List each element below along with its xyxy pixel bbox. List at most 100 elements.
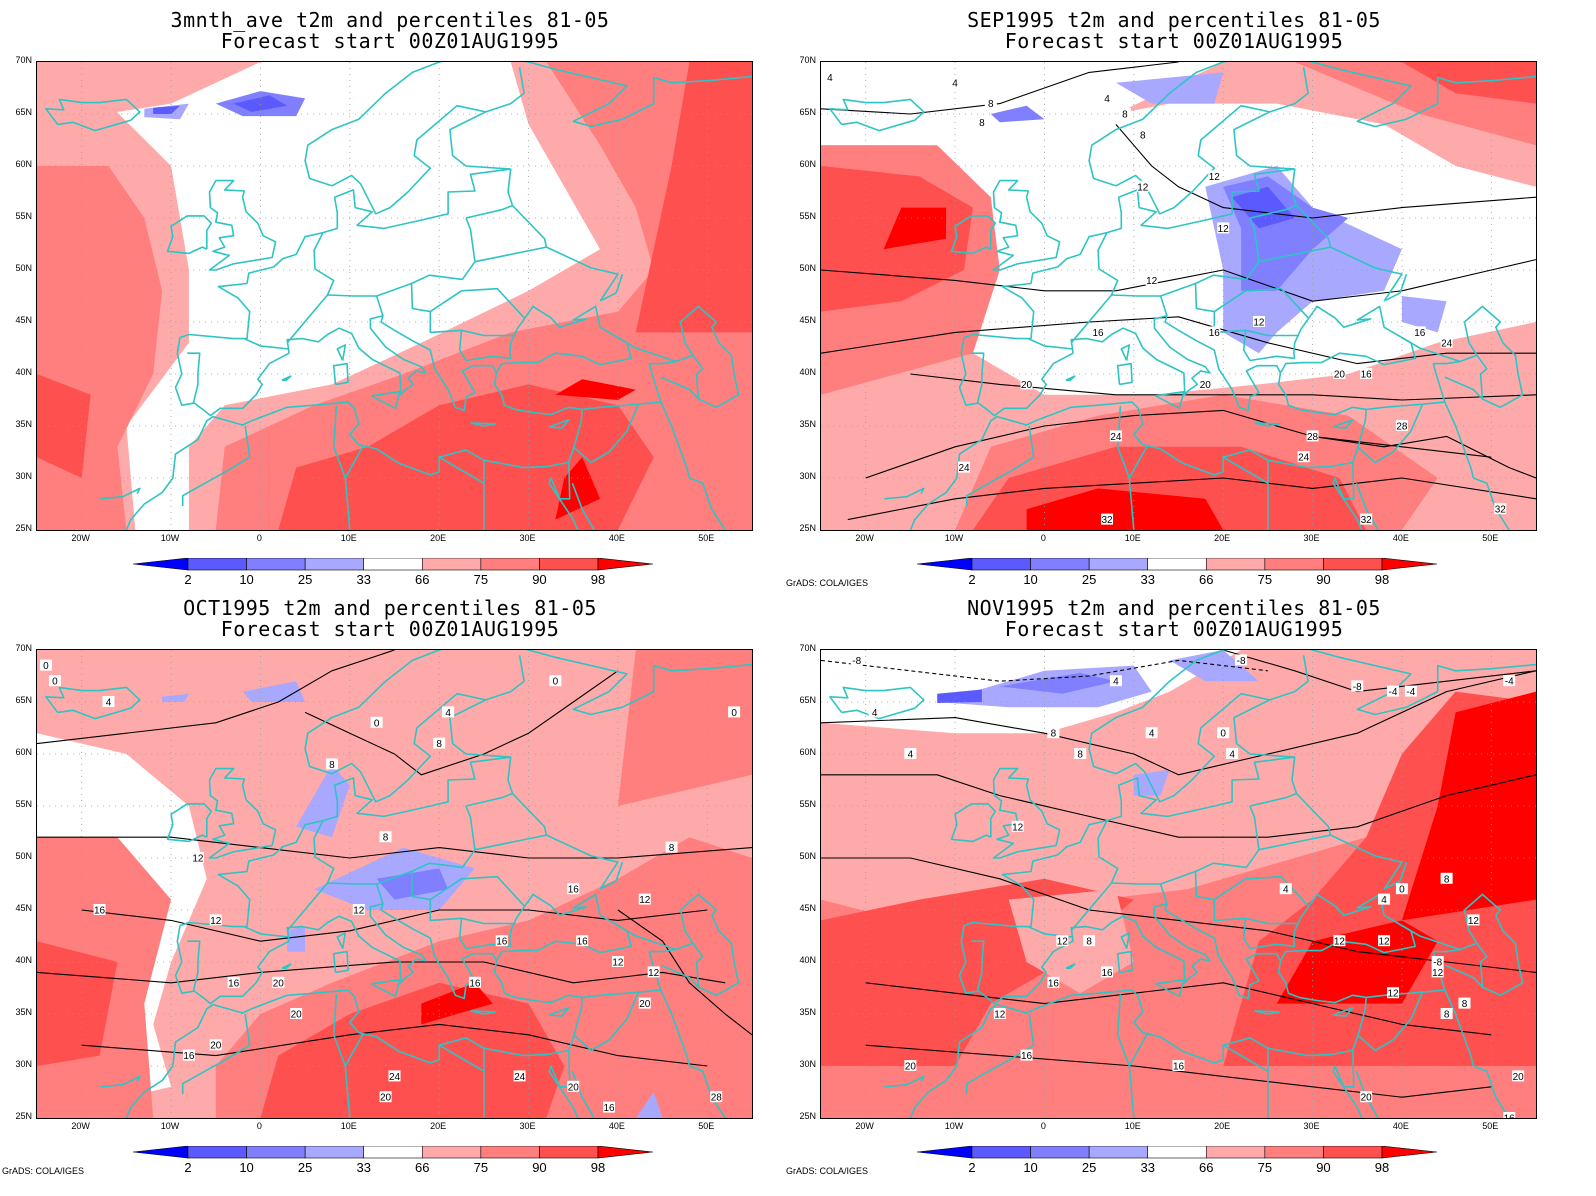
coastline [1463, 893, 1524, 997]
coastline [1295, 204, 1332, 248]
lat-tick-label: 40N [15, 367, 32, 377]
colorbar-segment [363, 558, 423, 571]
contour-label-bg [1226, 748, 1239, 759]
contour-label-bg [1252, 316, 1265, 327]
colorbar-triangle-low [917, 1146, 973, 1159]
coastline [829, 98, 925, 132]
colorbar-label: 33 [1140, 1160, 1155, 1175]
coastline [179, 62, 529, 340]
map-frame: 4 4 8 8 4 8 8 12 12 12 12 12 16 16 16 16 20 20 24 24 24 28 28 3… [820, 61, 1537, 531]
coastline-layer [829, 650, 1536, 1118]
contour-label: 20 [639, 999, 651, 1010]
lat-tick-label: 55N [15, 799, 32, 809]
coastline [1213, 899, 1295, 950]
colorbar-label: 75 [473, 572, 489, 587]
coastline [1473, 477, 1510, 530]
contour-label: 12 [1253, 318, 1265, 329]
map-frame [36, 61, 753, 531]
contour-label-bg [567, 1080, 580, 1092]
contour-label: 16 [183, 1051, 195, 1062]
coastline [1473, 1065, 1510, 1118]
contour-label: 12 [1432, 968, 1444, 979]
contour-label-bg [1279, 883, 1292, 895]
coastline [601, 273, 624, 301]
percentile-shade-98 [1026, 488, 1224, 530]
coastline [660, 376, 699, 400]
lat-tick-label: 70N [799, 55, 816, 65]
contour-label-bg [850, 654, 863, 666]
lon-tick-label: 40E [608, 1121, 625, 1131]
colorbar-segment [1205, 1146, 1266, 1159]
panel-title-line1: NOV1995 t2m and percentiles 81-05 [967, 596, 1381, 620]
contour-label-bg [1092, 326, 1105, 338]
coastline [375, 295, 384, 317]
percentile-shade-10 [937, 689, 982, 703]
colorbar-label: 10 [239, 1160, 254, 1175]
contour-label-bg [1467, 914, 1480, 926]
colorbar-triangle-high [597, 558, 654, 571]
contour-label: 16 [1173, 1062, 1185, 1073]
coastline [649, 948, 677, 953]
contour-label: 12 [210, 916, 222, 927]
lat-tick-label: 65N [15, 695, 32, 705]
coastline [992, 179, 1061, 271]
contour-label: 4 [1283, 885, 1289, 896]
contour-label: 20 [273, 978, 285, 989]
coastline [281, 963, 292, 969]
lat-tick-label: 55N [15, 211, 32, 221]
lon-tick-label: 20W [71, 1121, 90, 1131]
contour-label: 16 [1048, 978, 1060, 989]
coastline [884, 487, 925, 500]
contour-label: 8 [383, 833, 389, 844]
contour-label: 16 [469, 978, 481, 989]
colorbar-label: 33 [1140, 572, 1155, 587]
lon-tick-label: 20W [855, 533, 874, 543]
coastline [571, 482, 596, 530]
panel-title-line1: OCT1995 t2m and percentiles 81-05 [183, 596, 597, 620]
contour-label: 16 [228, 978, 240, 989]
panel-oct1995: OCT1995 t2m and percentiles 81-05 Foreca… [0, 588, 780, 1178]
temperature-contour [1223, 650, 1536, 693]
colorbar-label: 75 [1257, 1160, 1273, 1175]
contour-label-bg [647, 966, 660, 978]
contour-label-bg [1136, 180, 1149, 192]
contour-label: 12 [1012, 822, 1024, 833]
lat-tick-label: 40N [799, 367, 816, 377]
contour-label-bg [1020, 378, 1033, 390]
contour-label-bg [665, 841, 678, 853]
contour-label-bg [1101, 92, 1113, 104]
coastline [965, 425, 1035, 507]
coastline [243, 925, 290, 938]
contour-label-bg [1333, 935, 1346, 947]
contour-label-bg [823, 71, 836, 83]
colorbar-triangle-high [1381, 558, 1438, 571]
percentile-shade-33 [296, 764, 350, 838]
colorbar [917, 1146, 1438, 1159]
temperature-contour [81, 1023, 708, 1067]
coastline [963, 650, 1313, 928]
coastline [1356, 403, 1424, 464]
contour-label-bg [1172, 1060, 1185, 1071]
contour-label: 16 [568, 885, 580, 896]
panel-title-line2: Forecast start 00Z01AUG1995 [1004, 29, 1344, 53]
lon-tick-label: 10E [1124, 533, 1141, 543]
percentile-shade-75 [617, 650, 752, 806]
contour-label-bg [433, 737, 446, 749]
coastline [410, 283, 525, 319]
coastline [1312, 62, 1536, 128]
coastline [332, 406, 347, 479]
contour-label: -8 [1353, 682, 1362, 693]
contour-label: 4 [952, 78, 958, 89]
coastline [429, 899, 511, 950]
colorbar-label: 25 [297, 572, 313, 587]
colorbar-segment [421, 1146, 482, 1159]
lon-tick-label: 40E [1392, 1121, 1409, 1131]
contour-label: 4 [1149, 729, 1155, 740]
coastline [1332, 1050, 1363, 1118]
coastline [1401, 924, 1478, 951]
contour-label: 12 [612, 958, 624, 969]
contour-label-bg [442, 706, 455, 718]
coastline [1269, 67, 1309, 113]
colorbar-triangle-low [133, 558, 189, 571]
